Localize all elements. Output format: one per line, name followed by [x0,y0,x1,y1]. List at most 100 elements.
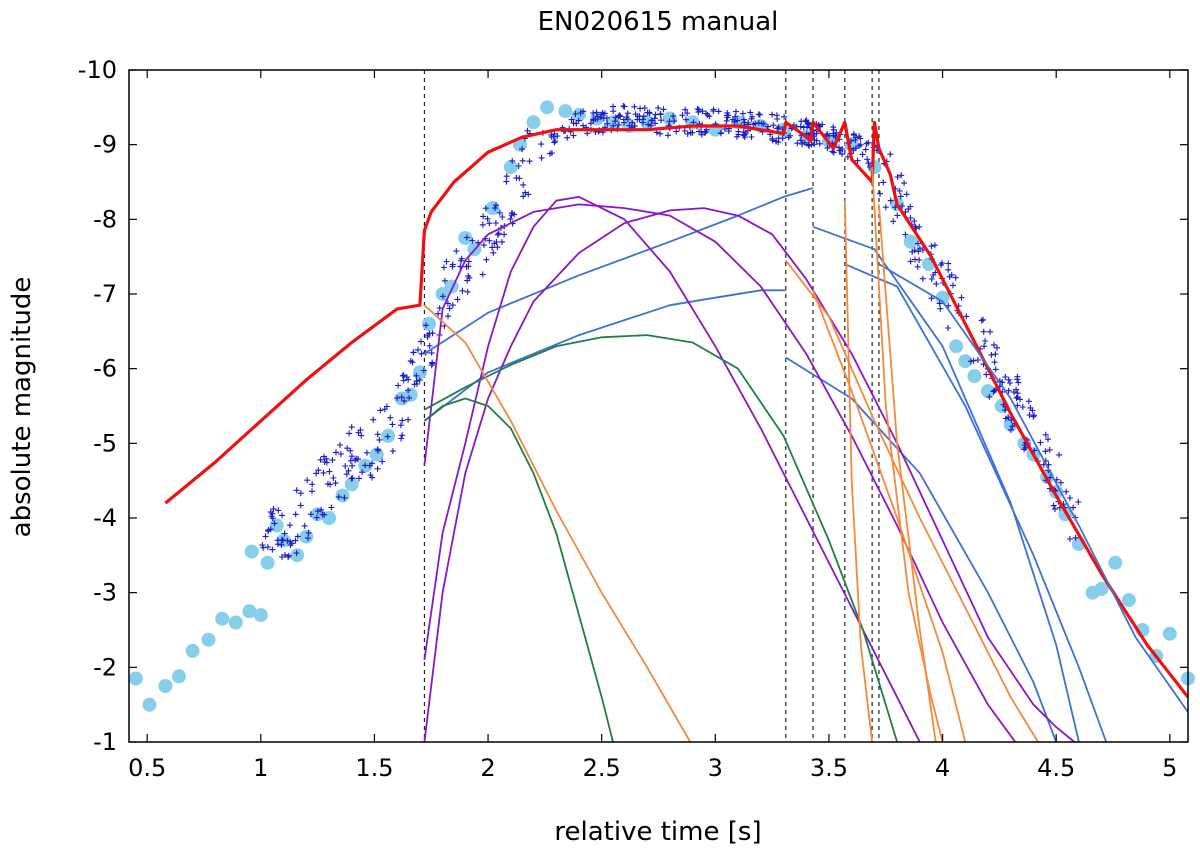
photometry-cross [405,387,412,394]
photometry-cross [280,537,286,544]
photometry-cross [547,150,553,157]
photometry-dot [981,384,995,399]
photometry-cross [679,112,686,119]
photometry-cross [418,338,424,345]
photometry-cross [321,511,328,518]
photometry-cross [428,349,435,356]
photometry-cross [348,424,355,431]
photometry-dot [185,643,200,658]
photometry-cross [725,128,732,135]
photometry-cross [377,407,384,414]
photometry-dot [158,679,173,693]
photometry-cross [384,433,391,440]
photometry-crosses [259,103,1082,560]
photometry-cross [1072,534,1079,541]
photometry-cross [445,313,451,320]
photometry-dot [244,544,259,559]
photometry-dot [558,104,573,119]
photometry-cross [741,134,748,141]
photometry-cross [522,189,529,196]
photometry-cross [1042,448,1049,455]
photometry-cross [573,120,580,127]
photometry-cross [631,103,638,110]
photometry-cross [292,511,299,518]
photometry-cross [880,179,887,186]
photometry-cross [830,124,837,131]
photometry-cross [1002,407,1009,414]
photometry-cross [492,205,498,212]
photometry-cross [981,343,988,350]
photometry-cross [915,248,922,255]
photometry-cross [967,358,974,365]
photometry-cross [1019,404,1026,410]
photometry-cross [499,238,505,245]
photometry-cross [839,146,846,152]
photometry-cross [991,359,998,366]
photometry-cross [601,110,608,117]
photometry-cross [590,110,597,116]
photometry-dot [242,604,257,619]
total-model-line [164,120,1190,699]
photometry-cross [449,302,456,309]
photometry-cross [335,493,342,500]
photometry-cross [684,131,691,137]
photometry-cross [946,273,953,280]
photometry-dot [299,529,314,544]
photometry-cross [410,349,417,356]
photometry-cross [749,113,756,120]
photometry-cross [267,509,274,516]
photometry-cross [287,538,294,545]
photometry-cross [660,106,667,113]
photometry-cross [309,488,315,495]
photometry-cross [429,359,436,366]
x-tick-label-6: 3 [708,754,723,782]
photometry-cross [564,134,571,141]
photometry-cross [670,113,677,120]
photometry-cross [945,266,952,273]
photometry-cross [401,397,408,404]
photometry-cross [294,533,301,540]
photometry-cross [297,490,304,497]
photometry-cross [593,109,600,116]
photometry-cross [326,468,333,475]
photometry-cross [1005,387,1012,394]
photometry-cross [449,263,456,270]
photometry-cross [397,422,404,429]
photometry-cross [509,157,516,164]
photometry-cross [898,172,905,179]
photometry-cross [270,505,277,512]
photometry-cross [1031,412,1037,419]
photometry-cross [626,122,633,129]
photometry-cross [839,151,846,158]
photometry-dot [228,615,243,630]
photometry-cross [916,245,923,252]
photometry-cross [262,533,269,540]
y-tick-label-2: -9 [93,131,117,159]
photometry-cross [480,242,487,249]
photometry-cross [453,248,460,255]
photometry-cross [616,112,623,119]
photometry-cross [1030,413,1037,420]
photometry-cross [1052,506,1058,513]
photometry-cross [907,215,914,221]
photometry-dot [1094,581,1109,596]
photometry-cross [423,322,429,329]
photometry-cross [349,462,356,469]
photometry-cross [443,258,450,265]
fragment-curve-11 [423,207,1075,743]
photometry-cross [323,459,330,466]
photometry-cross [347,457,354,464]
photometry-cross [501,231,508,238]
photometry-cross [429,330,436,337]
photometry-cross [435,310,442,317]
photometry-cross [931,242,938,249]
photometry-cross [804,119,811,126]
photometry-cross [916,223,923,230]
x-tick-label-7: 3.5 [810,754,848,782]
photometry-dot [253,608,268,623]
photometry-cross [580,108,587,115]
photometry-cross [482,205,489,212]
photometry-cross [519,157,526,164]
photometry-cross [621,119,627,126]
photometry-cross [389,421,396,428]
